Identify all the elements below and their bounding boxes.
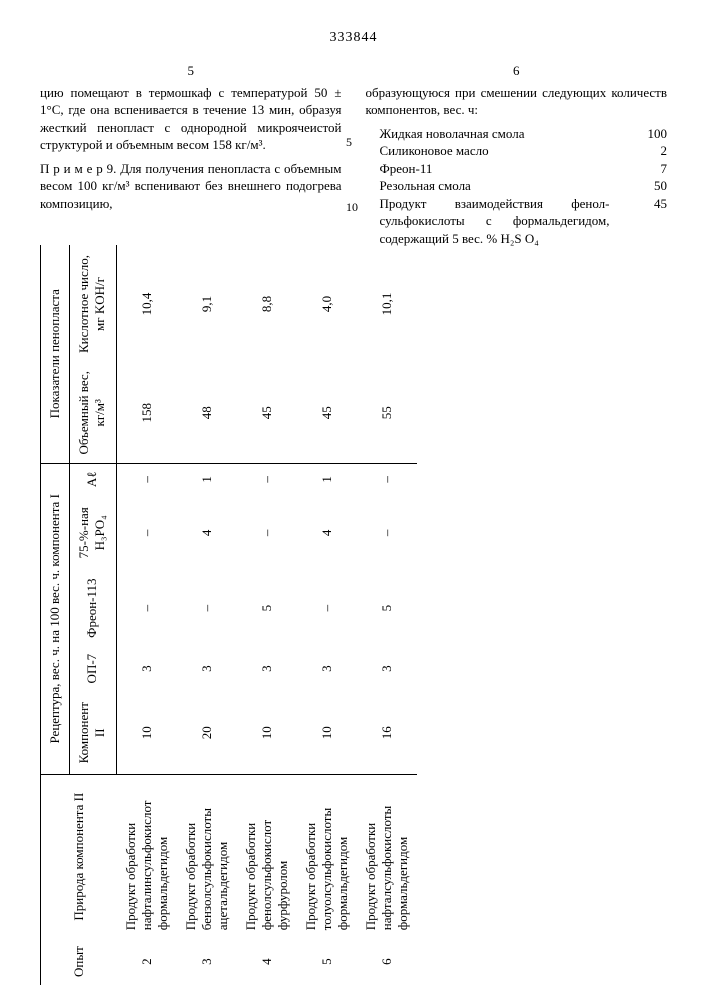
cell-n: 2 [117,938,177,985]
cell-k2: 10 [297,691,357,774]
th-acid: Кислотное число, мг KOH/г [70,245,117,363]
cell-k2: 20 [177,691,237,774]
table-body: 2 Продукт обработки нафталинсульфокислот… [117,245,417,985]
left-para-2: П р и м е р 9. Для получения пенопласта … [40,160,342,213]
th-priroda: Природа компонента II [41,775,117,939]
cell-op7: 3 [237,646,297,692]
right-col-number: 6 [366,62,668,80]
table-row: 2 Продукт обработки нафталинсульфокислот… [117,245,177,985]
th-opyt: Опыт [41,938,117,985]
cell-h: – [117,495,177,570]
table-row: 5 Продукт обработки толуолсульфокислоты … [297,245,357,985]
table-row: 6 Продукт обработки нафталсульфокислоты … [357,245,417,985]
cell-desc: Продукт обработки нафталинсульфокислот ф… [117,775,177,939]
recipe-val: 100 [648,125,668,143]
cell-a: 8,8 [237,245,297,363]
th-recipe-group: Рецептура, вес. ч. на 100 вес. ч. компон… [41,463,70,775]
th-al: Aℓ [70,463,117,495]
recipe-name: Фреон-11 [380,160,433,178]
cell-n: 3 [177,938,237,985]
cell-k2: 16 [357,691,417,774]
cell-v: 55 [357,363,417,463]
patent-number: 333844 [0,0,707,46]
cell-fr: 5 [357,570,417,645]
line-number-10: 10 [346,200,358,215]
cell-h: – [237,495,297,570]
cell-fr: – [297,570,357,645]
recipe-name: Резольная смола [380,177,471,195]
recipe-name: Жидкая новолачная смола [380,125,525,143]
cell-desc: Продукт обработки бензолсульфокислоты ац… [177,775,237,939]
cell-op7: 3 [177,646,237,692]
cell-op7: 3 [297,646,357,692]
cell-op7: 3 [117,646,177,692]
left-para-1: цию помещают в термошкаф с температурой … [40,84,342,154]
recipe-line: Силиконовое масло 2 [366,142,668,160]
cell-al: – [117,463,177,495]
recipe-line: Резольная смола 50 [366,177,668,195]
cell-al: – [237,463,297,495]
cell-v: 158 [117,363,177,463]
right-column: 6 образующуюся при смешении следующих ко… [366,62,668,247]
th-pokaz-group: Показатели пенопласта [41,245,70,463]
table-row: 4 Продукт обработки фенолсульфокислот фу… [237,245,297,985]
recipe-line: Фреон-11 7 [366,160,668,178]
recipe-name: Силиконовое масло [380,142,489,160]
right-intro: образующуюся при смешении следующих коли… [366,84,668,119]
th-vol: Объемный вес, кг/м³ [70,363,117,463]
cell-h: 4 [177,495,237,570]
cell-h: 4 [297,495,357,570]
cell-op7: 3 [357,646,417,692]
cell-v: 45 [237,363,297,463]
cell-k2: 10 [237,691,297,774]
cell-h: – [357,495,417,570]
line-number-5: 5 [346,135,352,150]
th-op7: ОП-7 [70,646,117,692]
recipe-val: 2 [661,142,668,160]
cell-n: 4 [237,938,297,985]
recipe-val: 50 [654,177,667,195]
text-columns: 5 цию помещают в термошкаф с температуро… [0,46,707,247]
table-row: 3 Продукт обработки бензолсульфокислоты … [177,245,237,985]
cell-fr: – [117,570,177,645]
cell-a: 9,1 [177,245,237,363]
cell-v: 45 [297,363,357,463]
cell-a: 4,0 [297,245,357,363]
cell-al: – [357,463,417,495]
cell-n: 5 [297,938,357,985]
th-komp2: Компонент II [70,691,117,774]
cell-al: 1 [297,463,357,495]
cell-a: 10,1 [357,245,417,363]
cell-al: 1 [177,463,237,495]
cell-v: 48 [177,363,237,463]
th-freon: Фреон-113 [70,570,117,645]
rotated-table-wrapper: Опыт Природа компонента II Рецептура, ве… [40,225,680,985]
cell-fr: – [177,570,237,645]
left-col-number: 5 [40,62,342,80]
cell-a: 10,4 [117,245,177,363]
left-column: 5 цию помещают в термошкаф с температуро… [40,62,342,247]
th-h3po4: 75-%-ная H₃PO₄ [70,495,117,570]
cell-desc: Продукт обработки толуолсульфокислоты фо… [297,775,357,939]
data-table: Опыт Природа компонента II Рецептура, ве… [40,245,417,985]
recipe-line: Жидкая новолачная смола 100 [366,125,668,143]
cell-desc: Продукт обработки фенолсульфокислот фурф… [237,775,297,939]
cell-desc: Продукт обработки нафталсульфокислоты фо… [357,775,417,939]
recipe-val: 7 [661,160,668,178]
cell-fr: 5 [237,570,297,645]
cell-n: 6 [357,938,417,985]
cell-k2: 10 [117,691,177,774]
